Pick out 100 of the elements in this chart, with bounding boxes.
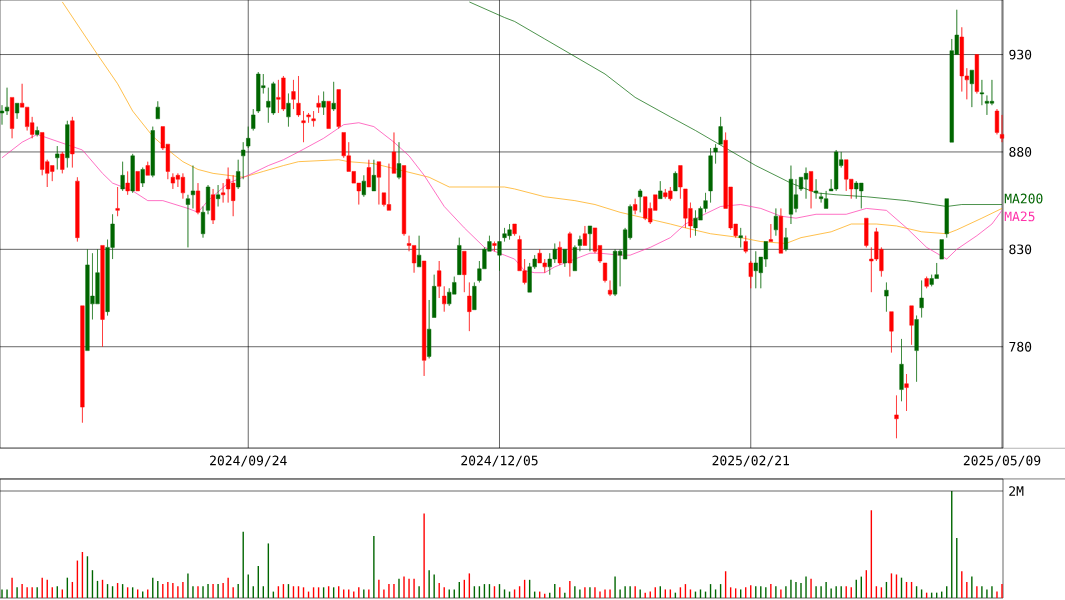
candlestick	[70, 116, 75, 168]
candlestick	[321, 91, 326, 116]
candlestick	[437, 260, 442, 299]
candlestick	[75, 177, 80, 242]
candlestick	[150, 126, 155, 178]
candlestick	[582, 225, 587, 246]
ref-line-label: 2M	[1009, 486, 1024, 496]
candlestick	[748, 260, 753, 289]
y-tick-label: 830	[1009, 244, 1032, 255]
candlestick	[467, 282, 472, 332]
candlestick	[291, 79, 296, 110]
candlestick	[678, 165, 683, 199]
candlestick	[894, 395, 899, 439]
candlestick	[120, 161, 125, 192]
candlestick	[241, 141, 246, 180]
candlestick	[889, 311, 894, 353]
candlestick	[336, 89, 341, 129]
candlestick	[939, 239, 944, 260]
candlestick	[331, 81, 336, 112]
y-tick-label: 880	[1009, 147, 1032, 157]
candlestick	[60, 151, 65, 174]
candlestick	[366, 159, 371, 188]
candlestick	[974, 54, 979, 94]
candlestick	[607, 280, 613, 297]
candlestick	[633, 198, 638, 215]
candlestick	[246, 126, 251, 149]
candlestick	[713, 143, 718, 164]
candlestick	[562, 249, 567, 268]
candlestick	[216, 184, 221, 207]
candlestick	[602, 262, 608, 283]
candlestick	[808, 171, 814, 209]
candlestick	[773, 208, 778, 236]
candlestick	[638, 188, 643, 213]
candlestick	[768, 223, 773, 242]
candlestick	[783, 227, 788, 252]
candlestick	[135, 171, 140, 192]
candlestick	[306, 112, 311, 123]
candlestick	[391, 132, 397, 174]
candlestick	[100, 245, 105, 347]
y-tick-label: 780	[1009, 341, 1032, 352]
candlestick	[512, 223, 517, 236]
candlestick	[743, 235, 748, 254]
candlestick	[195, 182, 201, 215]
candlestick	[884, 282, 889, 312]
candlestick	[125, 171, 130, 196]
candlestick	[200, 206, 206, 238]
line-series	[61, 1, 1003, 244]
candlestick	[919, 280, 924, 318]
x-tick-label: 2025/02/21	[712, 455, 789, 467]
candlestick	[914, 315, 919, 383]
candlestick	[251, 108, 256, 131]
candlestick	[492, 241, 497, 252]
candlestick	[130, 153, 135, 194]
candlestick	[185, 194, 190, 248]
candlestick	[557, 241, 562, 266]
candlestick	[924, 276, 929, 289]
x-tick-label: 2024/12/05	[461, 455, 538, 467]
candlestick	[673, 171, 678, 192]
line-series	[1, 122, 1003, 274]
candlestick	[909, 305, 914, 346]
x-tick-label: 2024/09/24	[210, 455, 287, 467]
candlestick	[190, 165, 196, 209]
candlestick	[462, 251, 467, 293]
candlestick	[587, 225, 592, 252]
candlestick	[155, 101, 160, 120]
candlestick	[316, 95, 321, 114]
candlestick	[205, 184, 211, 215]
candlestick	[658, 180, 663, 199]
candlestick	[803, 167, 809, 199]
candlestick	[999, 114, 1005, 143]
candlestick	[371, 159, 376, 192]
candlestick	[296, 75, 301, 118]
candlestick	[361, 175, 366, 197]
candlestick	[442, 286, 447, 312]
x-tick-label: 2025/05/09	[963, 455, 1041, 467]
candlestick	[778, 208, 783, 254]
candlestick	[969, 69, 974, 108]
candlestick	[994, 108, 1000, 135]
candlestick	[80, 305, 85, 423]
candlestick	[904, 373, 909, 412]
candlestick	[497, 241, 502, 271]
candlestick	[140, 167, 145, 188]
candlestick	[814, 178, 819, 199]
candlestick	[567, 231, 572, 277]
candlestick	[326, 101, 331, 129]
candlestick	[738, 227, 743, 248]
series-label: MA200	[1004, 193, 1043, 204]
series-label: MA25	[1004, 211, 1035, 222]
candlestick	[286, 93, 291, 127]
candlestick	[301, 110, 306, 143]
candlestick	[422, 260, 427, 377]
candlestick	[15, 102, 20, 120]
candlestick	[236, 159, 241, 190]
candlestick	[10, 97, 15, 139]
candlestick	[401, 165, 407, 236]
candlestick	[432, 274, 437, 318]
candlestick	[427, 299, 432, 359]
candlestick	[396, 141, 402, 180]
candlestick	[899, 338, 904, 402]
candlestick	[708, 147, 713, 203]
